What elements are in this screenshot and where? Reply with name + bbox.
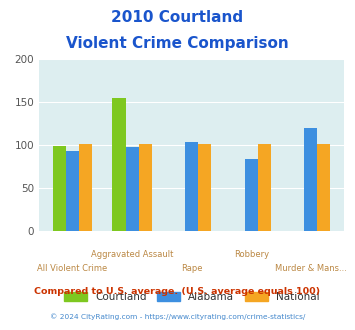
Bar (139, 144, 152, 231)
Bar (126, 147, 139, 231)
Text: Violent Crime Comparison: Violent Crime Comparison (66, 36, 289, 51)
Bar (53, 146, 66, 231)
Bar (317, 144, 331, 231)
Text: Compared to U.S. average. (U.S. average equals 100): Compared to U.S. average. (U.S. average … (34, 287, 321, 296)
Bar (185, 142, 198, 231)
Text: All Violent Crime: All Violent Crime (38, 264, 108, 273)
Bar (258, 144, 271, 231)
Bar (245, 159, 258, 231)
Bar (304, 128, 317, 231)
Text: Murder & Mans...: Murder & Mans... (275, 264, 347, 273)
Bar (198, 144, 211, 231)
Bar (66, 151, 79, 231)
Text: Aggravated Assault: Aggravated Assault (91, 250, 173, 259)
Bar (113, 98, 126, 231)
Text: © 2024 CityRating.com - https://www.cityrating.com/crime-statistics/: © 2024 CityRating.com - https://www.city… (50, 314, 305, 320)
Text: Rape: Rape (181, 264, 202, 273)
Text: Robbery: Robbery (234, 250, 269, 259)
Bar (79, 144, 92, 231)
Legend: Courtland, Alabama, National: Courtland, Alabama, National (60, 288, 324, 306)
Text: 2010 Courtland: 2010 Courtland (111, 10, 244, 25)
